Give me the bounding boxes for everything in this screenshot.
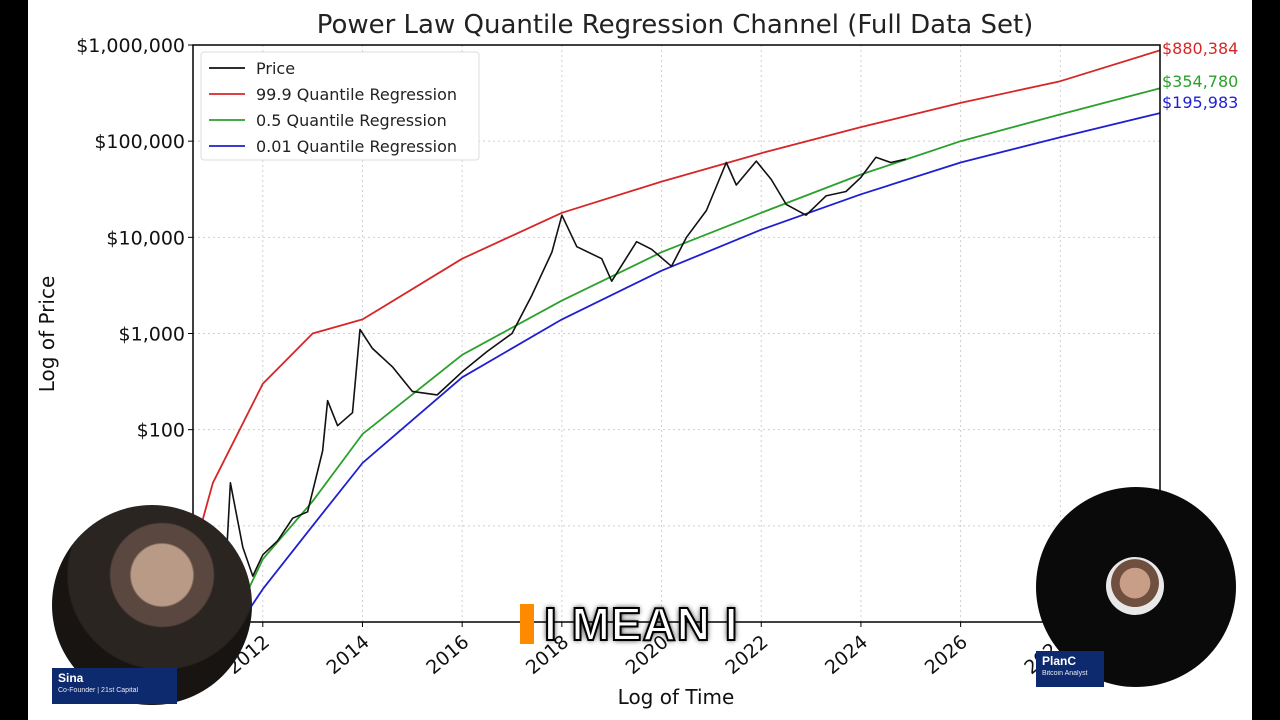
legend-box bbox=[200, 51, 480, 161]
curves-clipped bbox=[193, 49, 1160, 622]
series-line-0-5-quantile-regression bbox=[232, 87, 1160, 622]
end-value-label: $354,780 bbox=[1162, 72, 1238, 91]
x-tick-label: 2024 bbox=[821, 631, 872, 679]
guest-role-right: Bitcoin Analyst bbox=[1042, 670, 1088, 677]
guest-name-left: Sina bbox=[58, 671, 84, 685]
y-axis-label: Log of Price bbox=[35, 276, 59, 393]
end-value-label: $880,384 bbox=[1162, 39, 1238, 58]
caption-accent-bar bbox=[520, 604, 534, 644]
series-line-99-9-quantile-regression bbox=[193, 49, 1160, 556]
x-tick-label: 2014 bbox=[323, 631, 374, 679]
guest-webcam-right bbox=[1036, 487, 1236, 687]
guest-role-left: Co-Founder | 21st Capital bbox=[58, 687, 139, 694]
series-line-0-01-quantile-regression bbox=[239, 112, 1160, 622]
guest-avatar-right bbox=[1106, 557, 1164, 615]
y-tick-label: $1,000,000 bbox=[76, 35, 185, 57]
legend: Price 99.9 Quantile Regression 0.5 Quantil… bbox=[200, 51, 480, 161]
chart-svg: $10$100$1,000$10,000$100,000$1,000,000 2… bbox=[35, 10, 1238, 709]
series-line-price bbox=[222, 156, 906, 622]
x-tick-label: 2026 bbox=[921, 631, 972, 679]
chart-title: Power Law Quantile Regression Channel (F… bbox=[317, 10, 1034, 40]
end-labels: $880,384 $354,780 $195,983 bbox=[1162, 39, 1238, 112]
legend-label: 0.5 Quantile Regression bbox=[256, 111, 447, 130]
y-tick-label: $100,000 bbox=[94, 131, 185, 153]
guest-nametag-right: PlanC Bitcoin Analyst bbox=[1036, 651, 1104, 687]
legend-label: 0.01 Quantile Regression bbox=[256, 137, 457, 156]
legend-label: Price bbox=[256, 59, 295, 78]
y-tick-label: $10,000 bbox=[106, 227, 185, 249]
x-tick-label: 2016 bbox=[422, 631, 473, 679]
guest-name-right: PlanC bbox=[1042, 654, 1077, 668]
subtitle-caption: I MEAN I bbox=[520, 594, 739, 654]
y-tick-label: $1,000 bbox=[119, 324, 185, 346]
series-curves bbox=[193, 49, 1160, 622]
y-ticks: $10$100$1,000$10,000$100,000$1,000,000 bbox=[76, 35, 193, 538]
caption-text: I MEAN I bbox=[543, 597, 739, 651]
x-axis-label: Log of Time bbox=[618, 685, 735, 709]
y-tick-label: $100 bbox=[137, 420, 185, 442]
legend-label: 99.9 Quantile Regression bbox=[256, 85, 457, 104]
end-value-label: $195,983 bbox=[1162, 93, 1238, 112]
guest-nametag-left: Sina Co-Founder | 21st Capital bbox=[52, 668, 177, 704]
